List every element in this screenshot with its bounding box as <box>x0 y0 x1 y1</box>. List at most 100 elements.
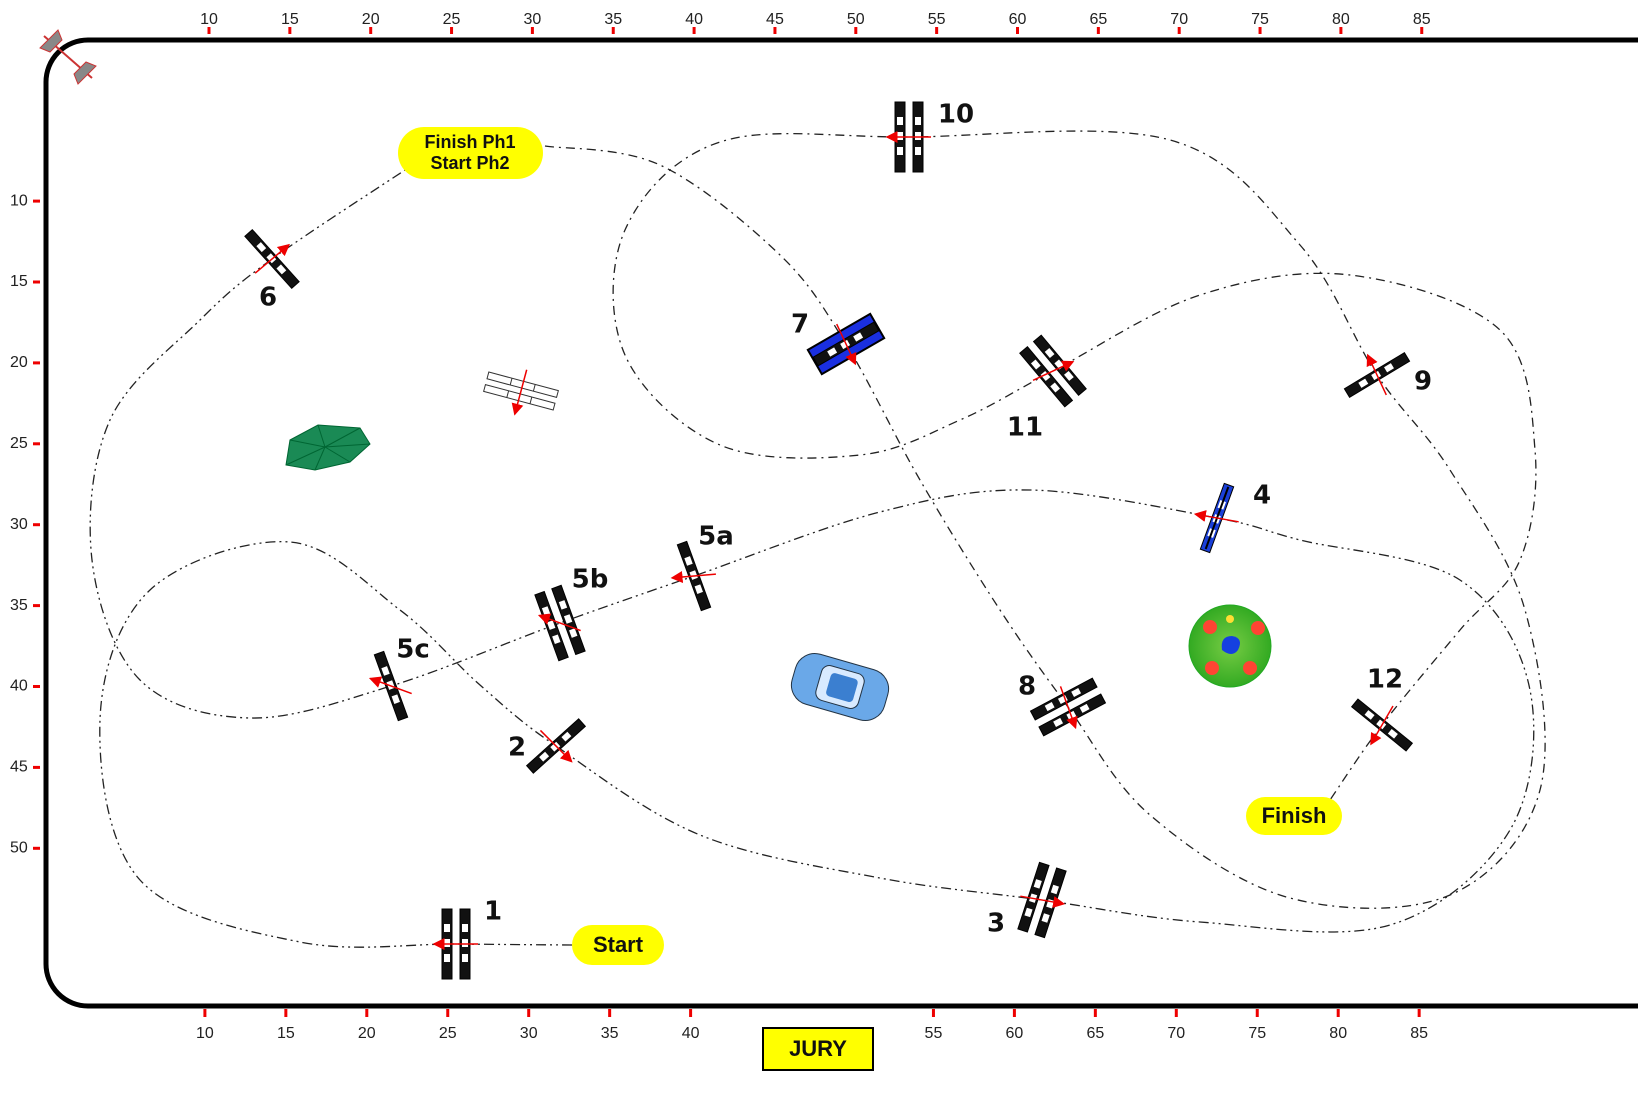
finish-badge <box>1246 797 1342 835</box>
ruler-label: 60 <box>1009 11 1027 28</box>
obstacle-number: 2 <box>508 733 526 763</box>
rail-stripe <box>915 132 921 140</box>
ruler-label: 50 <box>847 11 865 28</box>
direction <box>539 729 573 763</box>
ruler-label: 15 <box>281 11 299 28</box>
rail-stripe <box>256 242 267 253</box>
rail-stripe <box>897 147 903 155</box>
rail-stripe <box>1364 710 1375 720</box>
rail-stripe <box>550 741 561 752</box>
direction-arrow <box>1032 360 1075 381</box>
rail-stripe <box>694 584 703 594</box>
ruler-label: 85 <box>1413 11 1431 28</box>
route-phase2 <box>544 130 1546 909</box>
rail-stripe <box>915 117 921 125</box>
direction <box>1059 686 1078 730</box>
direction <box>368 676 412 695</box>
obstacle-number: 6 <box>259 283 277 313</box>
arena <box>43 37 1638 1009</box>
rail-stripe <box>1376 719 1387 730</box>
ruler-label: 80 <box>1329 1025 1347 1042</box>
rail-stripe <box>1371 370 1382 381</box>
routes <box>89 130 1546 948</box>
ruler-label: 15 <box>10 273 28 290</box>
direction <box>1370 705 1394 746</box>
direction-arrow <box>670 571 716 583</box>
route-phase1 <box>89 169 1535 948</box>
ruler-label: 75 <box>1251 11 1269 28</box>
rail-stripe <box>552 634 561 645</box>
rail-stripe <box>462 924 468 932</box>
rail-stripe <box>840 339 851 350</box>
ruler-label: 65 <box>1089 11 1107 28</box>
rail-stripe <box>1033 879 1042 889</box>
tree-island <box>285 424 371 471</box>
ruler-label: 20 <box>10 354 28 371</box>
start-ph2-label: Start Ph2 <box>430 153 509 173</box>
direction-arrow <box>539 729 573 763</box>
start-label: Start <box>593 932 644 957</box>
direction <box>537 613 581 632</box>
rail-stripe <box>276 264 287 275</box>
rail-stripe <box>1040 371 1051 382</box>
rail-stripe <box>266 253 277 264</box>
ruler-label: 65 <box>1086 1025 1104 1042</box>
obstacle-number: 10 <box>938 100 974 130</box>
rail-stripe <box>897 132 903 140</box>
finish-label: Finish <box>1262 803 1327 828</box>
rail-stripe <box>444 939 450 947</box>
rail-stripe <box>444 954 450 962</box>
rail-stripe <box>1064 370 1074 381</box>
ruler-label: 30 <box>524 11 542 28</box>
ruler-label: 40 <box>685 11 703 28</box>
direction-arrow <box>836 323 857 366</box>
direction <box>1020 895 1066 908</box>
rail-stripe <box>561 731 572 742</box>
obstacle-number: 9 <box>1414 367 1432 397</box>
rail-stripe <box>1030 359 1041 370</box>
rail-stripe <box>558 600 568 610</box>
ruler-label: 10 <box>10 192 28 209</box>
obstacle-number: 3 <box>987 909 1005 939</box>
direction-arrow <box>537 613 581 632</box>
obstacle-number: 11 <box>1007 413 1043 443</box>
rail-stripe <box>853 332 864 342</box>
flower-bed <box>1188 604 1272 688</box>
ruler-label: 55 <box>925 1025 943 1042</box>
ruler-label: 55 <box>928 11 946 28</box>
ruler-label: 50 <box>10 840 28 857</box>
ruler-label: 35 <box>10 597 28 614</box>
ruler-label: 15 <box>277 1025 295 1042</box>
obstacle-number: 5a <box>698 522 734 552</box>
car <box>790 653 890 721</box>
rail-stripe <box>1050 884 1059 895</box>
ruler-label: 10 <box>196 1025 214 1042</box>
direction <box>836 323 857 366</box>
ruler-label: 30 <box>520 1025 538 1042</box>
obstacle-number: 4 <box>1253 481 1271 511</box>
ruler-label: 85 <box>1410 1025 1428 1042</box>
rail-stripe <box>1384 363 1394 373</box>
ruler-label: 25 <box>10 435 28 452</box>
direction-arrow <box>1193 510 1239 523</box>
rail-stripe <box>462 939 468 947</box>
rail-stripe <box>569 628 578 638</box>
rail-stripe <box>444 924 450 932</box>
direction <box>1193 510 1239 523</box>
jury-label: JURY <box>789 1036 847 1061</box>
ruler-label: 80 <box>1332 11 1350 28</box>
rail-stripe <box>1044 347 1055 358</box>
rail-stripe <box>386 680 395 690</box>
ruler-label: 40 <box>682 1025 700 1042</box>
orientation-icon <box>39 29 97 85</box>
rail-stripe <box>563 614 573 624</box>
rail-stripe <box>1079 703 1090 713</box>
rail-stripe <box>1387 728 1398 739</box>
direction-arrow <box>1059 686 1078 730</box>
obstacle-number: 8 <box>1018 672 1036 702</box>
rail-stripe <box>1053 717 1064 727</box>
ruler-label: 75 <box>1248 1025 1266 1042</box>
ruler-label: 25 <box>439 1025 457 1042</box>
ruler-label: 70 <box>1167 1025 1185 1042</box>
